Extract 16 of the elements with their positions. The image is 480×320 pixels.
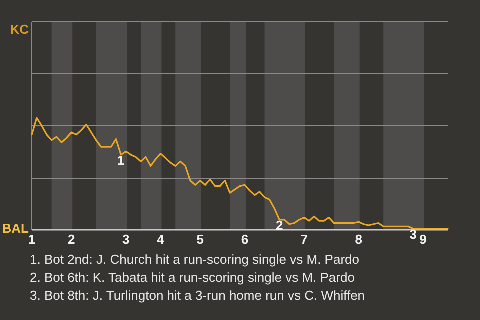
annotation: 2 — [276, 218, 284, 233]
annotation: 1 — [118, 152, 125, 168]
x-tick-label: 8 — [355, 232, 362, 247]
x-tick-label: 2 — [68, 232, 76, 247]
text: BAL — [2, 221, 30, 236]
x-tick-label: 6 — [241, 232, 249, 247]
x-tick-label: 5 — [196, 232, 204, 247]
x-tick-label: 9 — [420, 232, 427, 247]
x-tick-label: 4 — [157, 232, 166, 247]
text: 3. Bot 8th: J. Turlington hit a 3-run home run vs C. Whiffen — [30, 288, 366, 303]
text: KC — [10, 22, 30, 37]
x-tick-label: 7 — [300, 232, 308, 247]
x-tick-label: 3 — [122, 232, 130, 247]
text: 1. Bot 2nd: J. Church hit a run-scoring single vs M. Pardo — [30, 252, 360, 267]
x-tick-label: 1 — [28, 232, 36, 247]
text: 2. Bot 6th: K. Tabata hit a run-scoring single vs M. Pardo — [30, 270, 355, 285]
